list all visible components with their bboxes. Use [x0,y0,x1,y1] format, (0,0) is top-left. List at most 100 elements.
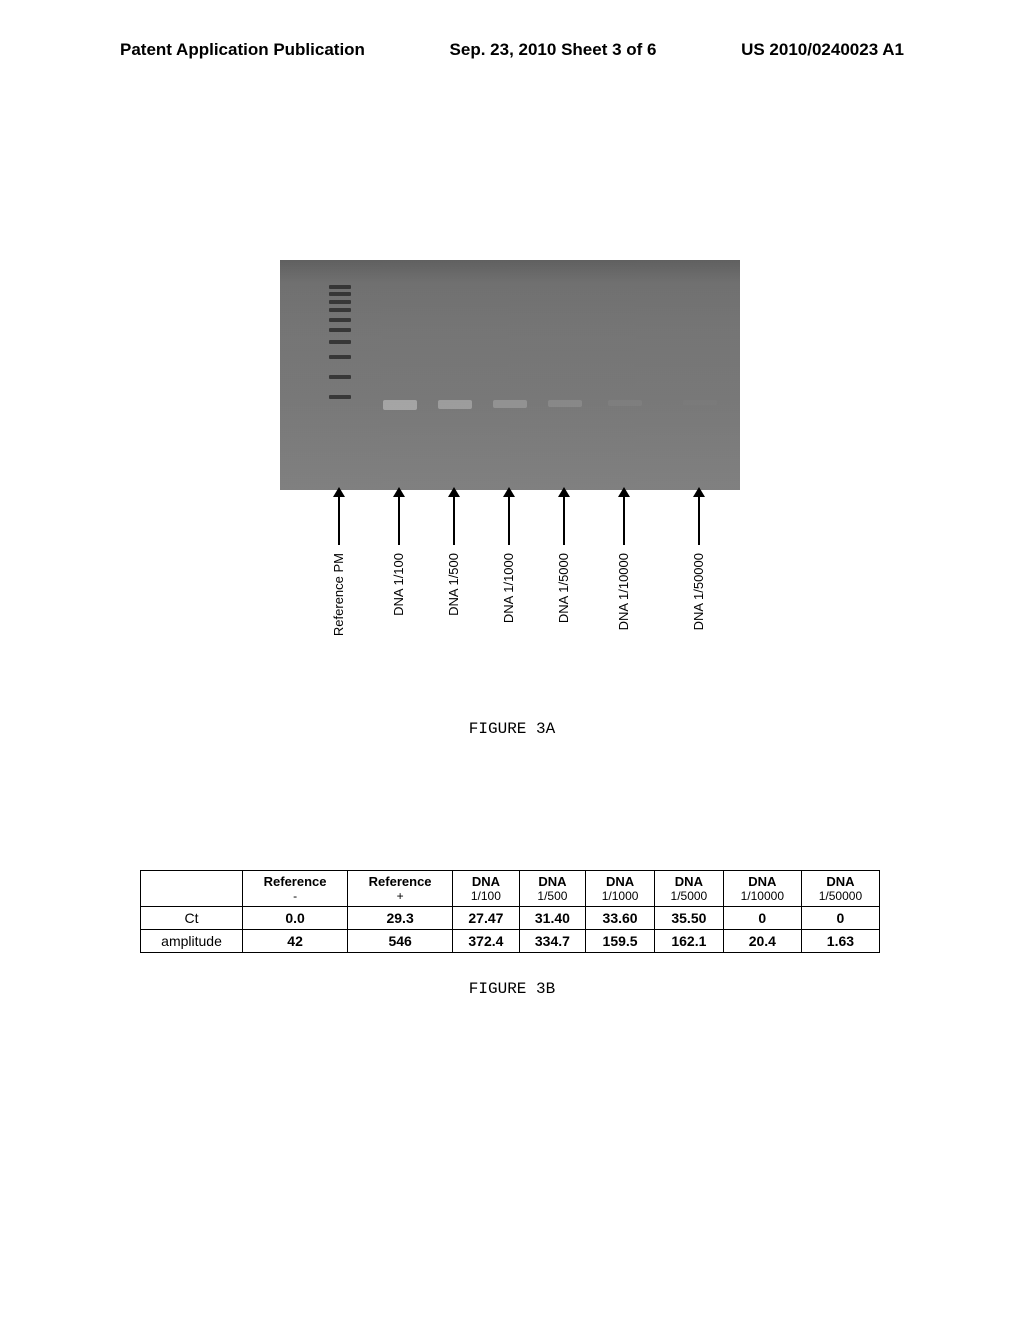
header-bottom-text: + [354,889,446,903]
table-row: amplitude42546372.4334.7159.5162.120.41.… [141,930,880,953]
row-label-cell: Ct [141,907,243,930]
row-label-cell: amplitude [141,930,243,953]
arrow-icon [338,495,340,545]
ladder-band [329,340,351,344]
gel-image [280,260,740,490]
sample-band [608,400,642,406]
lane-arrows-container: Reference PM DNA 1/100 DNA 1/500 DNA 1/1000… [280,495,740,695]
arrow-icon [623,495,625,545]
ladder-band [329,292,351,296]
arrow-icon [453,495,455,545]
table-header-cell: DNA1/5000 [654,871,723,907]
figure-3a-label: FIGURE 3A [0,720,1024,738]
arrow-icon [398,495,400,545]
table-header-cell: DNA1/500 [519,871,586,907]
data-cell: 0 [801,907,879,930]
ladder-band [329,308,351,312]
ladder-band [329,285,351,289]
lane-arrow-group: DNA 1/100 [391,495,406,616]
lane-arrow-group: DNA 1/50000 [691,495,706,630]
gel-lane [375,260,425,490]
data-cell: 31.40 [519,907,586,930]
ladder-band [329,328,351,332]
header-top-text: DNA [459,874,513,889]
header-right: US 2010/0240023 A1 [741,40,904,60]
header-bottom-text: 1/50000 [808,889,873,903]
table-header-row: Reference-Reference+DNA1/100DNA1/500DNA1… [141,871,880,907]
header-top-text: Reference [249,874,341,889]
data-cell: 546 [348,930,453,953]
data-cell: 334.7 [519,930,586,953]
gel-lane [430,260,480,490]
table-header-cell: DNA1/10000 [723,871,801,907]
gel-lane [540,260,590,490]
gel-lane [315,260,365,490]
header-left: Patent Application Publication [120,40,365,60]
lane-arrow-group: DNA 1/500 [446,495,461,616]
data-cell: 1.63 [801,930,879,953]
lane-arrow-group: DNA 1/1000 [501,495,516,623]
gel-image-container [280,260,740,490]
lane-label: DNA 1/10000 [616,553,631,630]
lane-label: Reference PM [331,553,346,636]
data-cell: 42 [243,930,348,953]
data-cell: 372.4 [453,930,520,953]
gel-lane [675,260,725,490]
data-cell: 162.1 [654,930,723,953]
data-cell: 35.50 [654,907,723,930]
data-cell: 0 [723,907,801,930]
sample-band [683,400,717,405]
table-header-cell: DNA1/50000 [801,871,879,907]
table-row: Ct0.029.327.4731.4033.6035.5000 [141,907,880,930]
gel-lane [600,260,650,490]
page-header: Patent Application Publication Sep. 23, … [0,40,1024,60]
lane-label: DNA 1/100 [391,553,406,616]
ladder-band [329,318,351,322]
sample-band [493,400,527,408]
header-top-text: DNA [592,874,648,889]
data-cell: 29.3 [348,907,453,930]
sample-band [383,400,417,410]
arrow-icon [508,495,510,545]
table-header-cell: DNA1/1000 [586,871,655,907]
header-bottom-text: 1/100 [459,889,513,903]
header-top-text: DNA [526,874,580,889]
ladder-band [329,355,351,359]
ladder-band [329,395,351,399]
gel-lane [485,260,535,490]
header-top-text: DNA [661,874,717,889]
figure-3b-label: FIGURE 3B [0,980,1024,998]
lane-label: DNA 1/5000 [556,553,571,623]
ladder-band [329,300,351,304]
lane-arrow-group: Reference PM [331,495,346,636]
data-cell: 27.47 [453,907,520,930]
ladder-band [329,375,351,379]
header-bottom-text: 1/1000 [592,889,648,903]
arrow-icon [563,495,565,545]
lane-arrow-group: DNA 1/10000 [616,495,631,630]
data-cell: 33.60 [586,907,655,930]
lane-label: DNA 1/50000 [691,553,706,630]
header-bottom-text: 1/5000 [661,889,717,903]
data-table-container: Reference-Reference+DNA1/100DNA1/500DNA1… [140,870,880,953]
header-top-text: DNA [808,874,873,889]
header-top-text: DNA [730,874,795,889]
table-header-cell: Reference+ [348,871,453,907]
lane-label: DNA 1/500 [446,553,461,616]
header-center: Sep. 23, 2010 Sheet 3 of 6 [450,40,657,60]
header-bottom-text: 1/10000 [730,889,795,903]
data-cell: 0.0 [243,907,348,930]
data-table: Reference-Reference+DNA1/100DNA1/500DNA1… [140,870,880,953]
data-cell: 20.4 [723,930,801,953]
data-cell: 159.5 [586,930,655,953]
header-bottom-text: - [249,889,341,903]
sample-band [438,400,472,409]
arrow-icon [698,495,700,545]
table-header-cell [141,871,243,907]
header-bottom-text: 1/500 [526,889,580,903]
lane-arrow-group: DNA 1/5000 [556,495,571,623]
lane-label: DNA 1/1000 [501,553,516,623]
sample-band [548,400,582,407]
table-header-cell: DNA1/100 [453,871,520,907]
header-top-text: Reference [354,874,446,889]
